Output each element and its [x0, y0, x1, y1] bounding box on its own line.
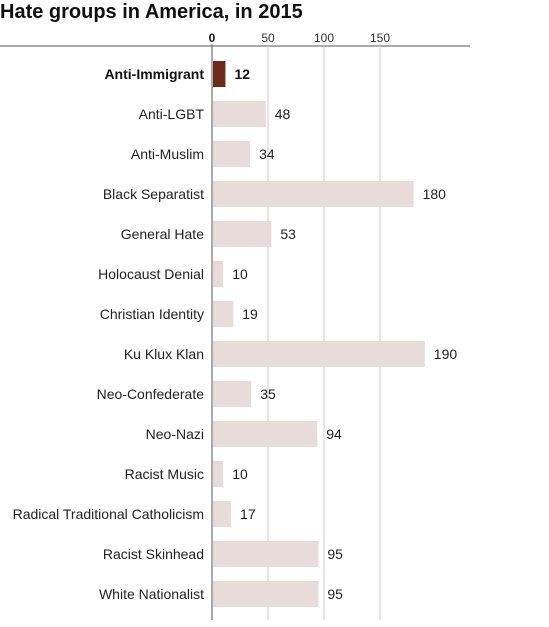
bar [213, 461, 224, 487]
category-label: General Hate [121, 226, 204, 242]
bar [213, 141, 251, 167]
category-label: White Nationalist [99, 586, 204, 602]
category-label: Anti-Muslim [131, 146, 204, 162]
category-label: Anti-Immigrant [104, 66, 204, 82]
data-label: 19 [242, 306, 258, 322]
tick-label: 0 [209, 31, 216, 45]
labels: 0 50 100 150 Anti-Immigrant 12 Anti-LGBT 48 Anti… [13, 31, 458, 602]
data-label: 53 [280, 226, 296, 242]
data-label: 12 [234, 66, 250, 82]
tick-label: 150 [370, 31, 390, 45]
gridlines [0, 44, 470, 620]
bar [213, 501, 232, 527]
data-label: 95 [327, 546, 343, 562]
category-label: Neo-Confederate [97, 386, 205, 402]
bar [213, 421, 318, 447]
bar [213, 221, 272, 247]
data-label: 10 [232, 266, 248, 282]
bar [213, 341, 425, 367]
bar [213, 101, 266, 127]
data-label: 94 [326, 426, 342, 442]
data-label: 10 [232, 466, 248, 482]
chart-title: Hate groups in America, in 2015 [0, 1, 303, 23]
bar [213, 61, 226, 87]
data-label: 190 [434, 346, 458, 362]
data-label: 17 [240, 506, 256, 522]
category-label: Anti-LGBT [139, 106, 205, 122]
category-label: Radical Traditional Catholicism [13, 506, 204, 522]
bars [213, 61, 425, 607]
bar [213, 301, 234, 327]
data-label: 180 [423, 186, 447, 202]
category-label: Racist Skinhead [103, 546, 204, 562]
category-label: Holocaust Denial [98, 266, 204, 282]
data-label: 95 [327, 586, 343, 602]
category-label: Christian Identity [100, 306, 204, 322]
category-label: Black Separatist [103, 186, 204, 202]
bar [213, 181, 414, 207]
category-label: Ku Klux Klan [124, 346, 204, 362]
category-label: Racist Music [125, 466, 204, 482]
data-label: 48 [275, 106, 291, 122]
category-label: Neo-Nazi [146, 426, 204, 442]
data-label: 34 [259, 146, 275, 162]
bar [213, 581, 319, 607]
bar [213, 541, 319, 567]
tick-label: 50 [261, 31, 275, 45]
data-label: 35 [260, 386, 276, 402]
tick-label: 100 [314, 31, 334, 45]
bar [213, 261, 224, 287]
bar [213, 381, 252, 407]
